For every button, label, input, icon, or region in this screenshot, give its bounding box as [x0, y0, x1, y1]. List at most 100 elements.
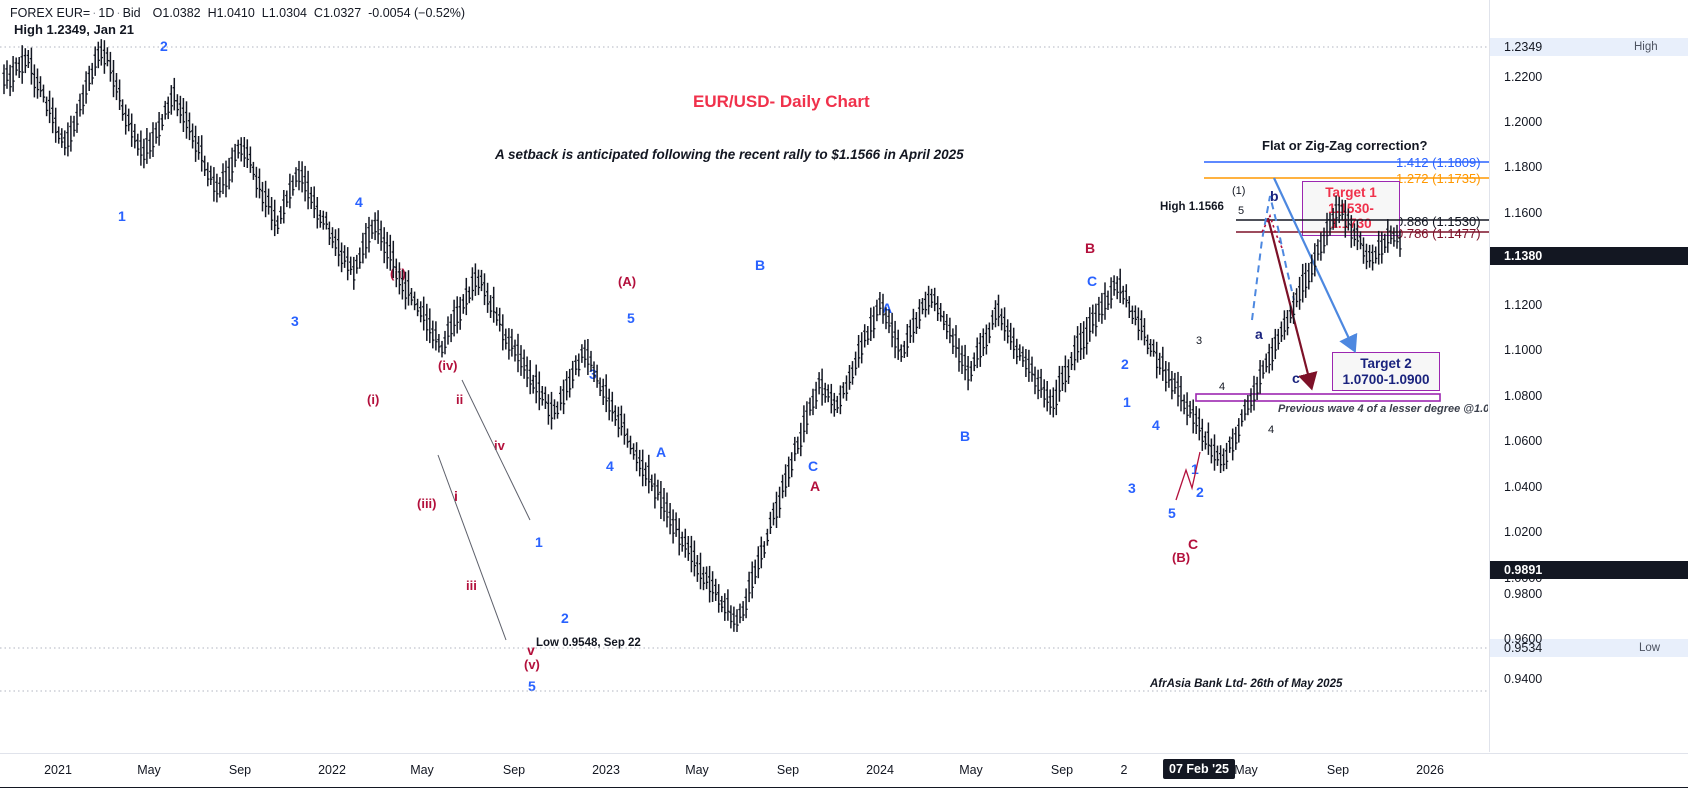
ohlc-legend: FOREX EUR= · 1D · Bid O1.0382 H1.0410 L1.0304…: [10, 6, 466, 20]
time-tick-2026: 2026: [1416, 763, 1444, 777]
time-tick-sep23: Sep: [776, 763, 800, 777]
time-tick-sep24: Sep: [1050, 763, 1074, 777]
time-tick-may21: May: [137, 763, 161, 777]
last-close-tag: 0.9891: [1490, 561, 1688, 579]
current-price-tag: 1.1380: [1490, 247, 1688, 265]
fib-label-1272: 1.272 (1.1735): [1396, 171, 1481, 186]
time-tick-2024: 2024: [866, 763, 894, 777]
source-label: Bid: [122, 6, 141, 20]
wave-label: ii: [456, 392, 464, 407]
low-label: L: [261, 6, 269, 20]
wave-label: 1: [1123, 394, 1131, 410]
low-9548-note: Low 0.9548, Sep 22: [536, 637, 641, 649]
wave-label: B: [1085, 240, 1096, 256]
wave-label: A: [810, 478, 821, 494]
target-1-box: Target 1 1.1530-1.1730: [1302, 181, 1400, 236]
open-label: O: [152, 6, 163, 20]
wave-label: i: [454, 488, 458, 504]
wave-label: 2: [1121, 356, 1129, 372]
wave-label: B: [960, 428, 971, 444]
time-tick-may25: May: [1234, 763, 1258, 777]
wave-label: iv: [494, 438, 505, 453]
wave-label: 1: [535, 534, 543, 550]
price-tick-low: 0.9534: [1504, 641, 1543, 655]
interval-label[interactable]: 1D: [98, 6, 115, 20]
wave-label: 1: [118, 208, 126, 224]
price-tick-5: 1.1600: [1504, 206, 1543, 220]
wave-label: c: [1292, 370, 1300, 386]
low-value: 1.0304: [268, 6, 307, 20]
wave-label: 4: [355, 194, 363, 210]
wave-label: 3: [1196, 335, 1203, 347]
time-tick-2025: 2: [1120, 763, 1128, 777]
high-value: 1.0410: [216, 6, 255, 20]
wave-label: (A): [618, 274, 637, 289]
price-axis[interactable]: High Low 1.2349 1.2200 1.2000 1.1800 1.1…: [1489, 0, 1688, 752]
fib-label-0786: 0.786 (1.1477): [1396, 226, 1481, 241]
wave-label: 3: [589, 366, 597, 382]
close-label: C: [313, 6, 323, 20]
wave-label: (i): [367, 392, 380, 407]
wave-label: b: [1270, 188, 1279, 204]
wave-label: 2: [561, 610, 569, 626]
wave-label: A: [882, 300, 893, 316]
fib-label-0886: 0.886 (1.1530): [1396, 214, 1481, 229]
wave-label: (B): [1172, 550, 1191, 565]
price-tick-12: 1.0200: [1504, 525, 1543, 539]
target-2-range: 1.0700-1.0900: [1342, 371, 1430, 387]
wave-label: A: [656, 444, 667, 460]
price-tick-1: 1.2349: [1504, 40, 1543, 54]
close-value: 1.0327: [322, 6, 362, 20]
price-tick-15: 0.9800: [1504, 587, 1543, 601]
high-edge-tag: High: [1630, 40, 1662, 54]
wave-label: 5: [528, 678, 536, 694]
price-tick-2: 1.2200: [1504, 70, 1543, 84]
plot-area[interactable]: EUR/USD- Daily Chart A setback is antici…: [0, 0, 1488, 752]
wave-label: C: [1087, 273, 1098, 289]
wave-label: (ii): [390, 266, 406, 281]
wave-label: 5: [1168, 505, 1176, 521]
wave-label: (v): [524, 657, 540, 672]
high-marker-label: High 1.2349, Jan 21: [14, 22, 134, 37]
price-tick-3: 1.2000: [1504, 115, 1543, 129]
wave-label: B: [755, 257, 766, 273]
price-tick-16: 0.9600: [1504, 632, 1543, 646]
chart-subtitle: A setback is anticipated following the r…: [495, 147, 964, 162]
time-axis[interactable]: 2021 May Sep 2022 May Sep 2023 May Sep 2…: [0, 753, 1688, 788]
wave-label: 3: [1128, 480, 1136, 496]
price-tick-18: 0.9400: [1504, 672, 1543, 686]
wave-label: 2: [160, 38, 168, 54]
wave-label: 2: [1196, 484, 1204, 500]
high-1566-note: High 1.1566: [1160, 201, 1224, 213]
wave-label: C: [808, 458, 819, 474]
price-tick-8: 1.1000: [1504, 343, 1543, 357]
low-edge-tag: Low: [1635, 641, 1665, 655]
time-tick-sep21: Sep: [228, 763, 252, 777]
previous-wave-note: Previous wave 4 of a lesser degree @1.07…: [1278, 403, 1488, 415]
time-tick-may24: May: [959, 763, 983, 777]
time-tick-sep25: Sep: [1326, 763, 1350, 777]
wave-label: (1): [1232, 185, 1246, 197]
target-2-box: Target 2 1.0700-1.0900: [1332, 352, 1440, 392]
price-tick-4: 1.1800: [1504, 160, 1543, 174]
credit-label: AfrAsia Bank Ltd- 26th of May 2025: [1150, 678, 1343, 690]
wave-label: a: [1255, 326, 1263, 342]
price-tick-9: 1.0800: [1504, 389, 1543, 403]
wave-label: 1: [1191, 461, 1199, 477]
wave-label: (iii): [417, 496, 437, 511]
time-tick-2023: 2023: [592, 763, 620, 777]
wave-label: C: [1188, 536, 1199, 552]
wave-label: 5: [1238, 205, 1245, 217]
wave-label: 4: [1268, 424, 1275, 436]
wave-label: v: [527, 642, 535, 658]
symbol-label[interactable]: FOREX EUR=: [10, 6, 91, 20]
target-1-range: 1.1530-1.1730: [1328, 200, 1374, 232]
time-tick-sep22: Sep: [502, 763, 526, 777]
price-tick-10: 1.0600: [1504, 434, 1543, 448]
target-1-title: Target 1: [1325, 185, 1377, 200]
time-cursor-tag: 07 Feb '25: [1163, 759, 1235, 779]
fib-label-1412: 1.412 (1.1809): [1396, 155, 1481, 170]
wave-label: 5: [627, 310, 635, 326]
price-tick-11: 1.0400: [1504, 480, 1543, 494]
